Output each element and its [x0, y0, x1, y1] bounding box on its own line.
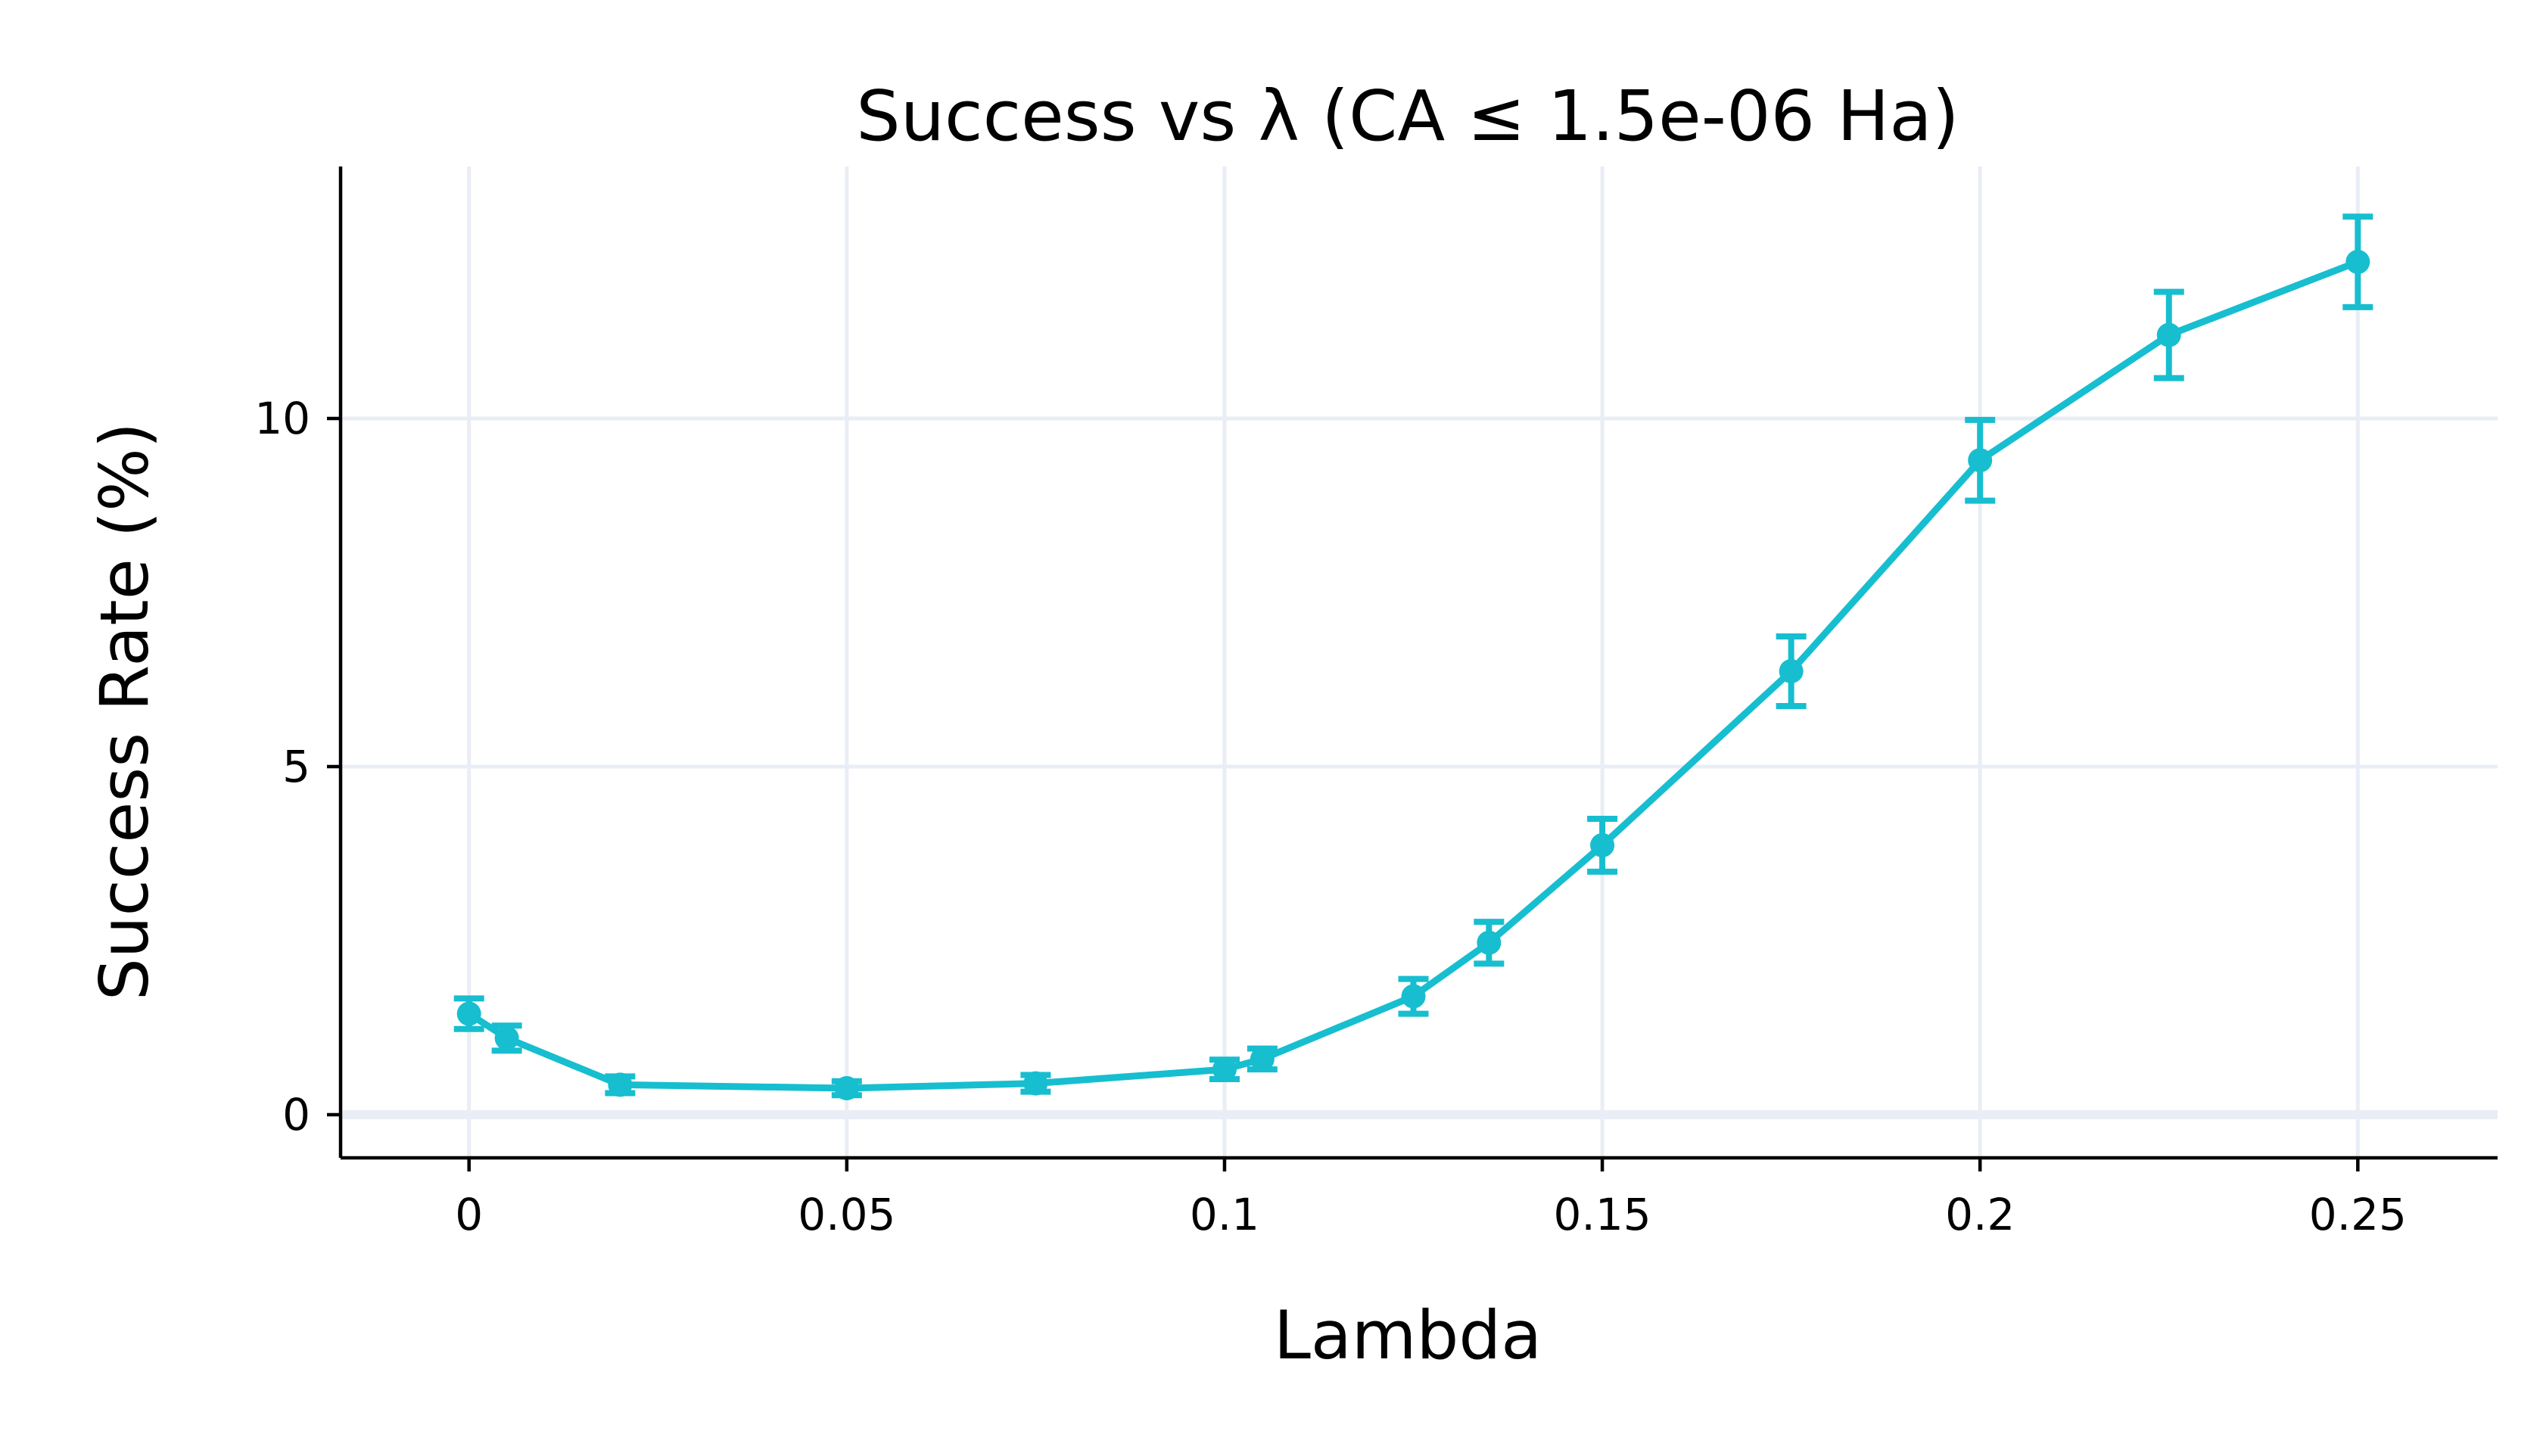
data-point	[1212, 1057, 1237, 1082]
x-axis-title: Lambda	[1274, 1296, 1542, 1374]
y-axis-title: Success Rate (%)	[86, 422, 163, 1000]
data-point	[1250, 1047, 1275, 1072]
data-point	[2345, 250, 2370, 275]
data-point	[1779, 658, 1804, 683]
x-tick-label: 0.1	[1190, 1189, 1259, 1240]
x-tick-label: 0	[455, 1189, 483, 1240]
data-point	[2156, 322, 2181, 347]
x-tick-label: 0.25	[2309, 1189, 2407, 1240]
data-point	[834, 1076, 859, 1101]
data-point	[1477, 930, 1502, 955]
grid-layer	[341, 166, 2498, 1158]
series-layer	[453, 213, 2373, 1101]
data-point	[608, 1072, 633, 1097]
data-point	[456, 1001, 481, 1026]
data-point	[494, 1025, 519, 1050]
data-point	[1023, 1071, 1048, 1096]
x-tick-label: 0.15	[1554, 1189, 1651, 1240]
axes-layer: 0 0.05 0.1 0.15 0.2 0.25 0 5 10	[254, 166, 2498, 1240]
data-point	[1401, 984, 1426, 1009]
data-point	[1590, 832, 1615, 857]
y-tick-label: 10	[254, 393, 310, 444]
x-tick-label: 0.2	[1945, 1189, 2015, 1240]
y-tick-label: 0	[282, 1089, 310, 1140]
y-tick-label: 5	[282, 741, 310, 792]
x-tick-label: 0.05	[798, 1189, 895, 1240]
label-layer: Success vs λ (CA ≤ 1.5e-06 Ha) Lambda Su…	[86, 76, 1959, 1374]
chart-title: Success vs λ (CA ≤ 1.5e-06 Ha)	[856, 76, 1959, 157]
data-point	[1968, 448, 1993, 473]
series-line	[465, 258, 2361, 1092]
